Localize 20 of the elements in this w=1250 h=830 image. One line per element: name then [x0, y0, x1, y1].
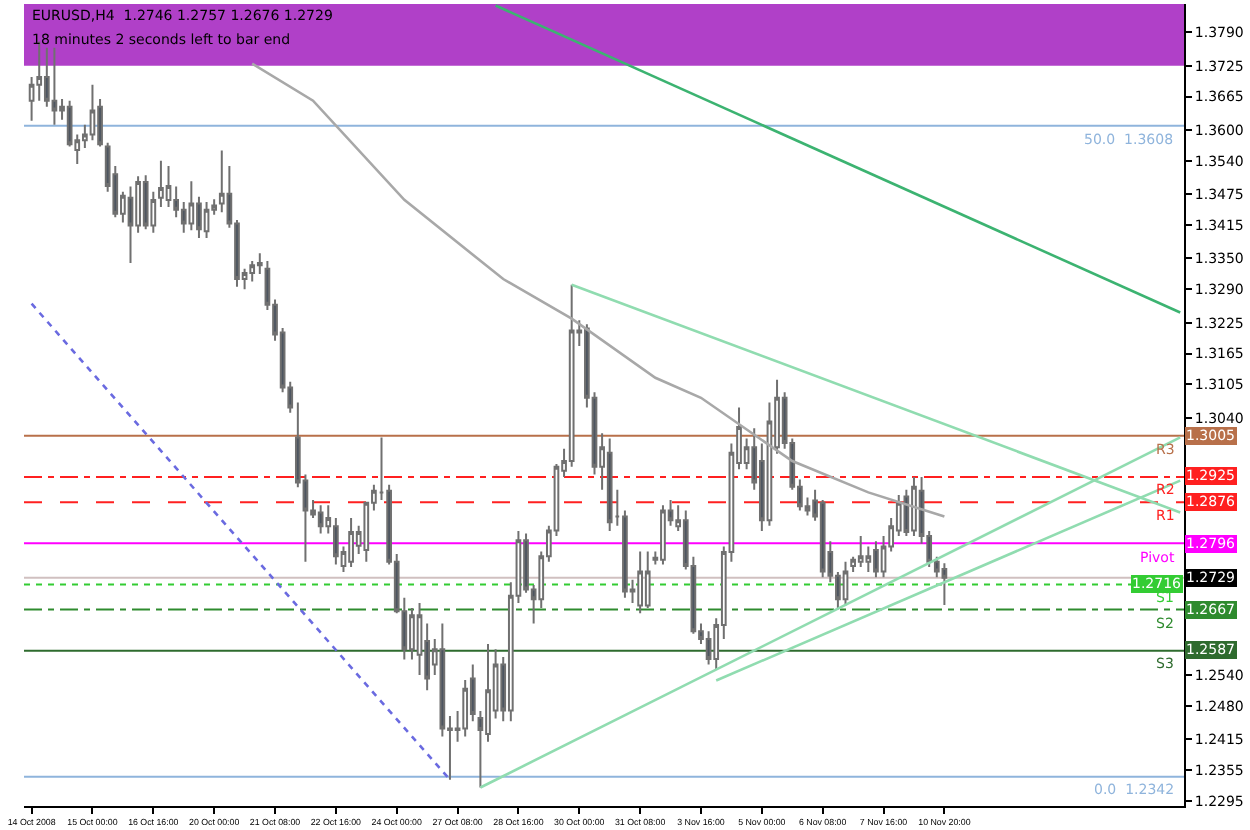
candlestick — [606, 437, 613, 532]
candlestick — [249, 260, 256, 283]
candlestick — [911, 475, 917, 538]
candlestick — [142, 174, 149, 231]
candlestick — [637, 550, 643, 615]
candlestick — [660, 504, 666, 566]
candlestick — [842, 560, 849, 607]
candlestick — [873, 540, 879, 579]
candlestick — [348, 517, 354, 568]
candlestick — [165, 164, 172, 209]
candlestick — [203, 200, 210, 239]
line-series — [250, 62, 946, 518]
candlestick — [158, 159, 164, 209]
candlestick — [89, 83, 96, 142]
candlestick — [644, 550, 651, 610]
candlestick — [51, 46, 58, 126]
candlestick — [188, 180, 195, 232]
candlestick — [317, 504, 324, 535]
candlestick — [857, 535, 864, 568]
candlestick — [941, 562, 948, 606]
